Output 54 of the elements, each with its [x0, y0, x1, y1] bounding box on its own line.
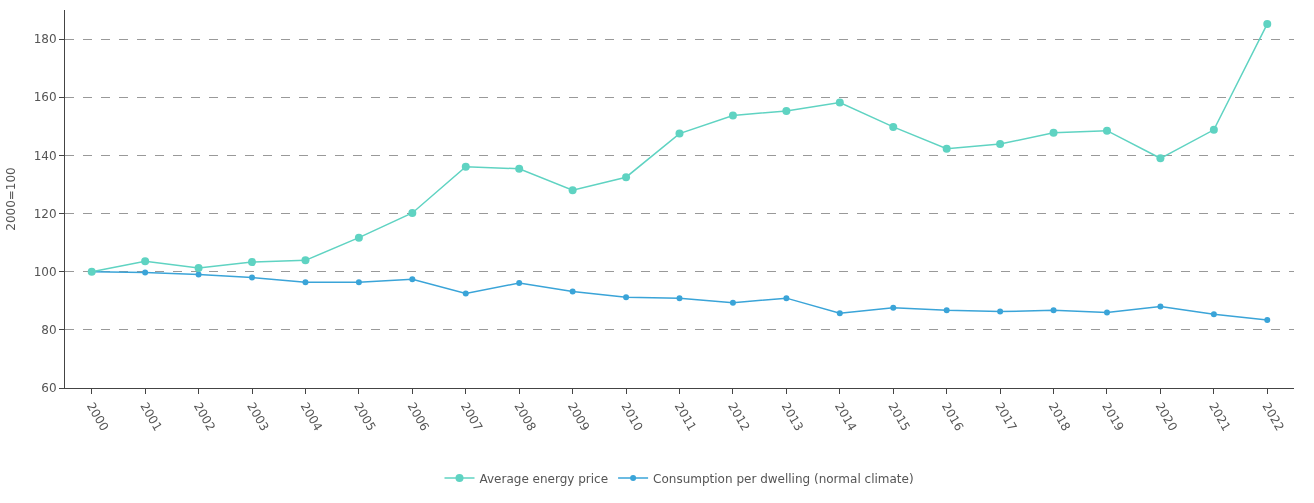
point — [461, 162, 470, 171]
point — [462, 290, 469, 297]
point — [1103, 309, 1110, 316]
point — [408, 208, 417, 217]
point — [729, 299, 736, 306]
point — [569, 288, 576, 295]
point — [942, 144, 951, 153]
point — [141, 257, 150, 266]
point — [301, 256, 310, 265]
point — [675, 129, 684, 138]
legend-label: Consumption per dwelling (normal climate) — [653, 471, 914, 486]
point — [1157, 303, 1164, 310]
point — [622, 173, 631, 182]
point — [835, 98, 844, 107]
y-tick-label: 160 — [33, 90, 57, 105]
point — [1210, 311, 1217, 318]
point — [194, 263, 203, 272]
point — [1209, 125, 1218, 134]
point — [195, 271, 202, 278]
point — [409, 276, 416, 283]
point — [248, 258, 257, 267]
point — [836, 310, 843, 317]
point — [783, 295, 790, 302]
point — [782, 106, 791, 115]
point — [354, 233, 363, 242]
point — [997, 308, 1004, 315]
point — [1264, 316, 1271, 323]
point — [515, 164, 524, 173]
point — [142, 269, 149, 276]
point — [568, 186, 577, 195]
point — [728, 111, 737, 120]
point — [1050, 307, 1057, 314]
point — [1156, 154, 1165, 163]
point — [355, 279, 362, 286]
point — [302, 279, 309, 286]
y-tick-label: 120 — [33, 206, 57, 221]
point — [1102, 126, 1111, 135]
point — [623, 294, 630, 301]
point — [943, 307, 950, 314]
point — [249, 274, 256, 281]
point — [996, 140, 1005, 149]
legend-label: Average energy price — [479, 471, 609, 486]
y-axis-title: 2000=100 — [3, 167, 18, 231]
point — [890, 304, 897, 311]
y-tick-label: 100 — [33, 264, 57, 279]
point — [1263, 19, 1272, 28]
y-tick-label: 140 — [33, 148, 57, 163]
y-tick-label: 80 — [41, 323, 57, 338]
point — [889, 122, 898, 131]
y-tick-label: 60 — [41, 381, 57, 396]
point — [1049, 128, 1058, 137]
y-tick-label: 180 — [33, 32, 57, 47]
point — [676, 295, 683, 302]
point — [516, 280, 523, 287]
